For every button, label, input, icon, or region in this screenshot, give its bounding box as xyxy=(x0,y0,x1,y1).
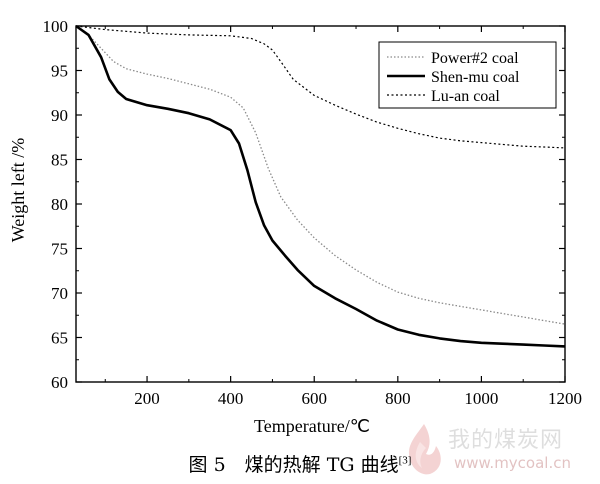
y-axis-ticks: 60 65 70 75 80 85 90 95 100 xyxy=(43,17,565,392)
series-line-power-2-coal xyxy=(75,25,566,325)
x-axis-ticks: 200 400 600 800 1000 1200 xyxy=(104,26,582,408)
legend: Power#2 coal Shen-mu coal Lu-an coal xyxy=(378,41,557,109)
y-tick-label: 75 xyxy=(51,240,68,259)
flame-logo-icon xyxy=(408,424,441,475)
x-tick-label: 200 xyxy=(134,389,160,408)
y-tick-label: 85 xyxy=(51,151,68,170)
caption-reference: [3] xyxy=(398,454,412,467)
x-tick-label: 1200 xyxy=(548,389,582,408)
legend-label: Shen-mu coal xyxy=(431,69,520,86)
y-tick-label: 65 xyxy=(51,329,68,348)
x-tick-label: 1000 xyxy=(464,389,498,408)
x-axis-label: Temperature/℃ xyxy=(254,416,370,436)
x-tick-label: 600 xyxy=(301,389,327,408)
watermark: 我的煤炭网 www.mycoal.cn xyxy=(396,420,586,482)
y-tick-label: 100 xyxy=(43,17,69,36)
caption-label: 图 5 煤的热解 TG 曲线 xyxy=(188,454,399,476)
x-tick-label: 400 xyxy=(218,389,244,408)
y-tick-label: 95 xyxy=(51,62,68,81)
y-tick-label: 70 xyxy=(51,284,68,303)
y-tick-label: 90 xyxy=(51,106,68,125)
legend-label: Lu-an coal xyxy=(431,88,500,105)
x-tick-label: 800 xyxy=(385,389,411,408)
y-axis-label: Weight left /% xyxy=(8,138,28,243)
series-layer xyxy=(75,24,566,348)
series-line-lu-an-coal xyxy=(75,25,566,149)
watermark-url: www.mycoal.cn xyxy=(454,454,571,472)
watermark-brand: 我的煤炭网 xyxy=(448,428,564,453)
figure-caption: 图 5 煤的热解 TG 曲线[3] xyxy=(0,450,600,477)
legend-label: Power#2 coal xyxy=(431,50,519,67)
y-tick-label: 60 xyxy=(51,373,68,392)
series-line-shen-mu-coal xyxy=(75,24,566,348)
y-tick-label: 80 xyxy=(51,195,68,214)
